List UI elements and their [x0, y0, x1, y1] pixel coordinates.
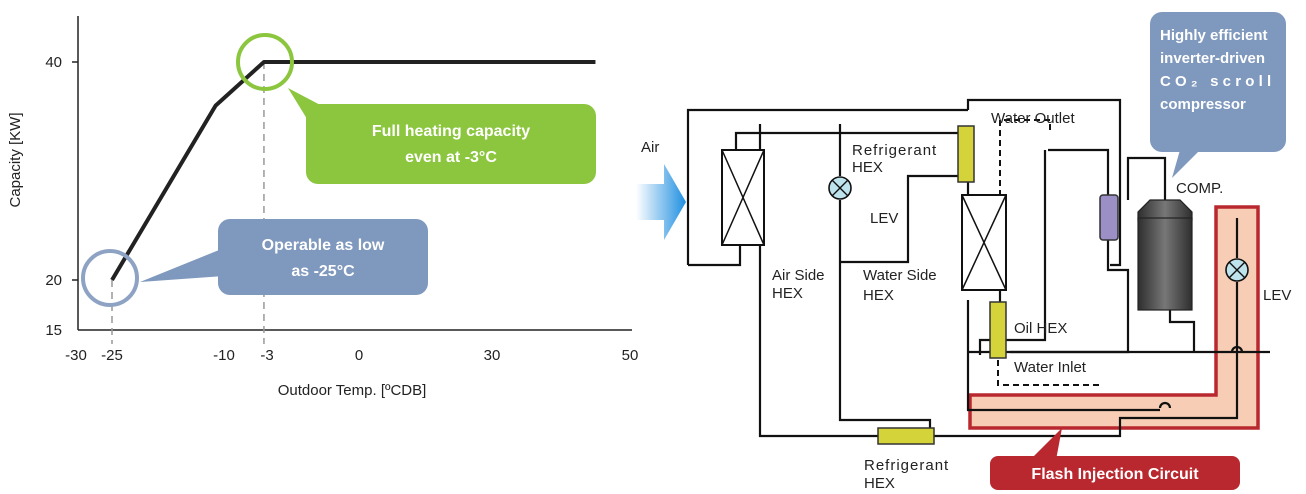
- flash-injection-label: Flash Injection Circuit: [1031, 466, 1199, 483]
- flash-injection-pointer: [1030, 428, 1062, 460]
- water-outlet-label: Water Outlet: [991, 110, 1075, 127]
- callout-compressor-line4: compressor: [1160, 96, 1246, 113]
- pipe-mid: [840, 174, 960, 264]
- callout-blue-pointer: [140, 248, 224, 282]
- series-group: [110, 60, 596, 282]
- lev-left: [828, 176, 852, 200]
- highlight-circle-blue: [81, 249, 139, 307]
- pipe-water-right: [1048, 148, 1110, 195]
- lev-right-label: LEV: [1263, 287, 1291, 304]
- compressor: [1137, 199, 1193, 311]
- refrigerant-circuit: [686, 98, 1270, 438]
- pipe-water-loop: [966, 98, 1122, 267]
- callout-compressor-line3: CO₂ scroll: [1160, 73, 1275, 90]
- x-tick-label: 0: [355, 347, 363, 364]
- refrigerant-hex-bottom: [877, 427, 935, 445]
- callout-compressor-line2: inverter-driven: [1160, 50, 1265, 67]
- x-tick-label: 30: [484, 347, 501, 364]
- callout-green: Full heating capacity even at -3°C: [288, 88, 596, 184]
- oil-hex-label: Oil HEX: [1014, 320, 1067, 337]
- callout-blue-box: [218, 219, 428, 295]
- callout-blue-line1: Operable as low: [262, 237, 385, 254]
- highlight-circle-green: [236, 33, 294, 91]
- pipe-to-comp: [1126, 156, 1167, 205]
- callout-compressor-box: [1150, 12, 1286, 152]
- lev-right-cross: [1228, 261, 1246, 279]
- water-inlet-label: Water Inlet: [1014, 359, 1087, 376]
- comp-label: COMP.: [1176, 180, 1223, 197]
- refrigerant-hex-bottom-label: Refrigerant: [864, 457, 949, 474]
- x-tick-label: -25: [101, 347, 123, 364]
- callout-compressor-line1: Highly efficient: [1160, 27, 1268, 44]
- air-arrow-icon: [636, 164, 686, 240]
- water-side-hex-cross: [961, 194, 1007, 291]
- x-tick-label: -10: [213, 347, 235, 364]
- pipe-top-2: [734, 131, 958, 150]
- flash-injection-callout: Flash Injection Circuit: [990, 428, 1240, 490]
- callout-green-box: [306, 104, 596, 184]
- lev-left-cross: [831, 179, 849, 197]
- pipe-water-hex-left: [966, 300, 1160, 412]
- water-side-hex-label: Water Side: [863, 267, 937, 284]
- x-tick-label: 50: [622, 347, 639, 364]
- callout-green-line2: even at -3°C: [405, 149, 497, 166]
- capacity-chart: 40 20 15 -30 -25 -10 -3 0 30 50 Capacity…: [7, 16, 638, 399]
- refrigerant-hex-top-label: Refrigerant: [852, 142, 937, 159]
- oil-hex: [989, 301, 1007, 359]
- refrigerant-hex-top: [957, 125, 975, 183]
- x-tick-label: -3: [260, 347, 273, 364]
- x-axis-label: Outdoor Temp. [ºCDB]: [278, 382, 427, 399]
- compressor-top: [1137, 199, 1193, 221]
- air-side-hex-label: Air Side: [772, 267, 825, 284]
- air-label: Air: [641, 139, 659, 156]
- y-tick-label: 15: [45, 322, 62, 339]
- lev-right: [1225, 258, 1249, 282]
- series-line: [110, 60, 596, 282]
- flash-injection-box: [990, 456, 1240, 490]
- refrigerant-hex-top-label: HEX: [852, 159, 883, 176]
- callout-blue: Operable as low as -25°C: [140, 219, 428, 295]
- pipe-crossover-2: [1158, 401, 1172, 409]
- y-tick-label: 40: [45, 54, 62, 71]
- water-side-hex: [961, 194, 1007, 291]
- outer-pipe: [686, 108, 968, 265]
- water-inlet-dashed: [997, 360, 1100, 386]
- air-flow-arrow: [636, 164, 686, 240]
- callout-blue-line2: as -25°C: [291, 263, 355, 280]
- water-side-hex-label: HEX: [863, 287, 894, 304]
- air-side-hex: [721, 149, 765, 246]
- pipe-crossover: [1230, 345, 1244, 353]
- air-side-hex-label: HEX: [772, 285, 803, 302]
- pipe-comp-down: [1168, 310, 1196, 352]
- callout-compressor: Highly efficient inverter-driven CO₂ scr…: [1150, 12, 1286, 178]
- callout-compressor-pointer: [1172, 150, 1200, 178]
- water-outlet-dashed: [999, 119, 1051, 195]
- flash-injection-band: [968, 205, 1260, 430]
- air-side-hex-cross: [721, 149, 765, 246]
- y-tick-label: 20: [45, 272, 62, 289]
- pipe-water-right2: [978, 150, 1047, 355]
- reference-lines: [111, 62, 265, 344]
- oil-separator: [1099, 194, 1119, 241]
- x-tick-label: -30: [65, 347, 87, 364]
- lev-left-label: LEV: [870, 210, 898, 227]
- compressor-body: [1137, 217, 1193, 311]
- callout-green-line1: Full heating capacity: [372, 123, 530, 140]
- refrigerant-hex-bottom-label: HEX: [864, 475, 895, 492]
- y-axis-label: Capacity [KW]: [7, 112, 24, 207]
